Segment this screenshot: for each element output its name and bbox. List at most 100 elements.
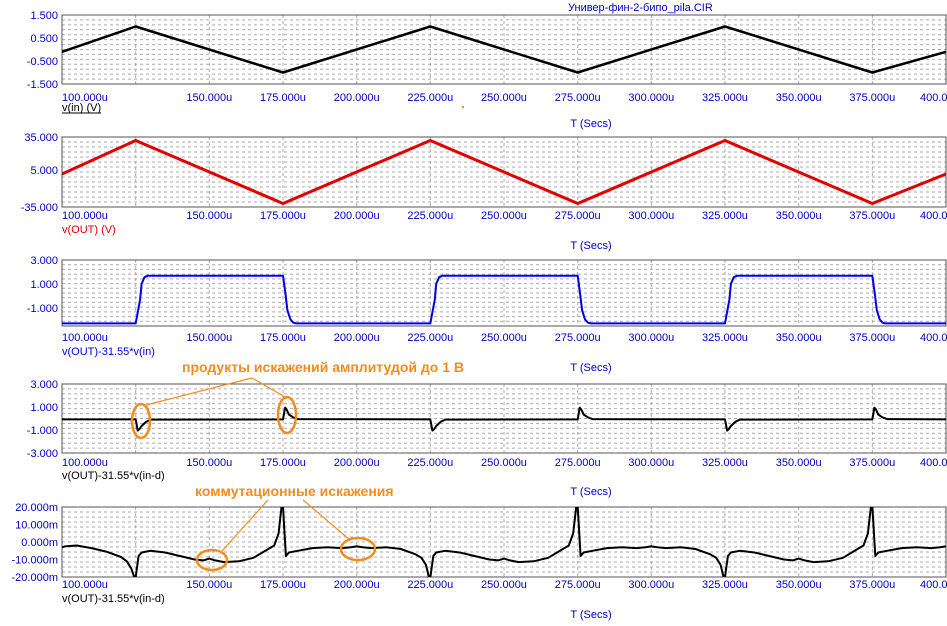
x-tick-label: 225.000u bbox=[407, 92, 453, 104]
x-tick-label: 100.000u bbox=[62, 210, 108, 222]
y-tick-label: -3.000 bbox=[27, 448, 58, 460]
y-tick-label: -10.000m bbox=[12, 555, 58, 567]
x-axis-title: T (Secs) bbox=[570, 240, 611, 252]
annotation-callouts bbox=[130, 377, 377, 572]
x-tick-label: 250.000u bbox=[481, 92, 527, 104]
x-tick-label: 250.000u bbox=[481, 457, 527, 469]
y-tick-label: 10.000m bbox=[15, 520, 58, 532]
plot-panel-3: 3.000 1.000 -1.000 100.000u 150.000u 175.000u… bbox=[27, 255, 947, 374]
plot-frame bbox=[61, 506, 947, 578]
series-line-3 bbox=[62, 274, 946, 325]
series-line-1 bbox=[62, 25, 946, 74]
x-tick-label: 175.000u bbox=[260, 210, 306, 222]
x-tick-label: 350.000u bbox=[776, 457, 822, 469]
x-axis-title: T (Secs) bbox=[570, 609, 611, 621]
x-tick-label: 300.000u bbox=[628, 92, 674, 104]
x-tick-label: 325.000u bbox=[702, 579, 748, 591]
plot-panel-4: 3.000 1.000 -1.000 -3.000 100.000u 150.000u 17… bbox=[27, 379, 947, 498]
x-tick-label: 225.000u bbox=[407, 210, 453, 222]
x-tick-label: 375.000u bbox=[849, 210, 895, 222]
x-tick-label: 300.000u bbox=[628, 210, 674, 222]
x-tick-label: 250.000u bbox=[481, 332, 527, 344]
y-tick-label: -0.500 bbox=[27, 56, 58, 68]
x-tick-label: 150.000u bbox=[186, 210, 232, 222]
trace-label: v(OUT) (V) bbox=[62, 224, 116, 236]
x-tick-label: 150.000u bbox=[186, 92, 232, 104]
orange-dot-marker bbox=[461, 105, 465, 109]
x-tick-label: 375.000u bbox=[849, 92, 895, 104]
trace-label: v(OUT)-31.55*v(in) bbox=[62, 346, 155, 358]
x-tick-label: 100.000u bbox=[62, 579, 108, 591]
plot-frame bbox=[61, 259, 947, 327]
x-tick-label: 175.000u bbox=[260, 92, 306, 104]
x-tick-label: 375.000u bbox=[849, 332, 895, 344]
trace-label: v(OUT)-31.55*v(in-d) bbox=[62, 593, 165, 605]
x-tick-label: 400.0 bbox=[920, 457, 947, 469]
x-tick-label: 400.0 bbox=[920, 92, 947, 104]
x-tick-label: 300.000u bbox=[628, 579, 674, 591]
x-tick-label: 250.000u bbox=[481, 579, 527, 591]
y-tick-label: 3.000 bbox=[30, 379, 58, 391]
x-axis-title: T (Secs) bbox=[570, 486, 611, 498]
file-title: Универ-фин-2-бипо_pila.CIR bbox=[568, 2, 713, 14]
y-tick-label: 3.000 bbox=[30, 255, 58, 267]
x-tick-label: 175.000u bbox=[260, 332, 306, 344]
plot-panel-1: 1.500 0.500 -0.500 -1.500 100.000u 150.000u 17… bbox=[27, 10, 947, 130]
y-tick-label: 1.500 bbox=[30, 10, 58, 22]
y-tick-label: 5.000 bbox=[30, 165, 58, 177]
x-tick-label: 275.000u bbox=[555, 210, 601, 222]
x-tick-label: 275.000u bbox=[555, 457, 601, 469]
x-tick-label: 150.000u bbox=[186, 332, 232, 344]
x-tick-label: 200.000u bbox=[334, 457, 380, 469]
y-tick-label: -1.000 bbox=[27, 303, 58, 315]
x-tick-label: 100.000u bbox=[62, 457, 108, 469]
plot-panel-2: 35.000 5.000 -35.000 100.000u 150.000u 175.00… bbox=[21, 132, 947, 252]
x-tick-label: 350.000u bbox=[776, 579, 822, 591]
trace-label: v(OUT)-31.55*v(in-d) bbox=[62, 470, 165, 482]
x-tick-label: 350.000u bbox=[776, 332, 822, 344]
series-line-4 bbox=[62, 406, 946, 432]
plot-frame bbox=[61, 136, 947, 208]
y-tick-label: 20.000m bbox=[15, 502, 58, 514]
x-tick-label: 200.000u bbox=[334, 210, 380, 222]
series-line-2 bbox=[62, 139, 946, 205]
x-tick-label: 225.000u bbox=[407, 579, 453, 591]
x-tick-label: 225.000u bbox=[407, 457, 453, 469]
x-tick-label: 375.000u bbox=[849, 457, 895, 469]
x-tick-label: 325.000u bbox=[702, 457, 748, 469]
x-tick-label: 200.000u bbox=[334, 92, 380, 104]
x-tick-label: 375.000u bbox=[849, 579, 895, 591]
distortion-pointer-left bbox=[145, 377, 253, 406]
x-tick-label: 100.000u bbox=[62, 92, 108, 104]
switching-ellipse-left bbox=[195, 548, 229, 572]
switching-ellipse-right bbox=[339, 536, 377, 562]
plot-panel-5: 20.000m 10.000m 0.000m -10.000m -20.000m 100.… bbox=[12, 502, 947, 621]
y-tick-label: 0.000m bbox=[21, 537, 58, 549]
x-tick-label: 350.000u bbox=[776, 92, 822, 104]
x-tick-label: 400.0 bbox=[920, 332, 947, 344]
switching-pointer-left bbox=[221, 499, 269, 552]
y-tick-label: 1.000 bbox=[30, 402, 58, 414]
y-tick-label: 1.000 bbox=[30, 279, 58, 291]
y-tick-label: -1.000 bbox=[27, 425, 58, 437]
x-tick-label: 150.000u bbox=[186, 457, 232, 469]
y-tick-label: 35.000 bbox=[24, 132, 58, 144]
x-tick-label: 275.000u bbox=[555, 332, 601, 344]
distortion-pointer-right bbox=[251, 377, 286, 398]
switching-annotation: коммутационные искажения bbox=[195, 483, 394, 499]
x-tick-label: 400.0 bbox=[920, 210, 947, 222]
x-axis-title: T (Secs) bbox=[570, 118, 611, 130]
x-axis-title: T (Secs) bbox=[570, 362, 611, 374]
grid bbox=[61, 260, 947, 326]
y-tick-label: -1.500 bbox=[27, 79, 58, 91]
x-tick-label: 250.000u bbox=[481, 210, 527, 222]
distortion-annotation: продукты искажений амплитудой до 1 В bbox=[182, 359, 464, 375]
series-line-5 bbox=[62, 507, 946, 577]
x-tick-label: 150.000u bbox=[186, 579, 232, 591]
y-tick-label: 0.500 bbox=[30, 33, 58, 45]
trace-label: v(in) (V) bbox=[62, 102, 101, 114]
distortion-ellipse-left bbox=[130, 402, 152, 440]
x-tick-label: 200.000u bbox=[334, 332, 380, 344]
y-tick-label: -35.000 bbox=[21, 202, 58, 214]
